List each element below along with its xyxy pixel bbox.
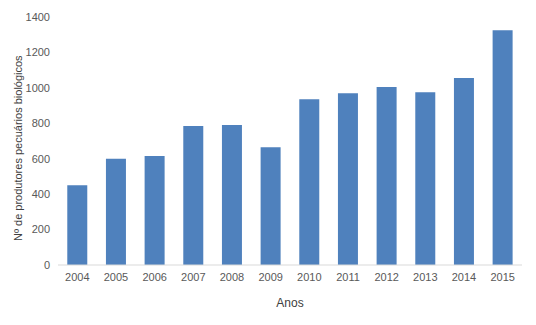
svg-text:1200: 1200 — [26, 46, 50, 58]
svg-text:Anos: Anos — [276, 296, 303, 310]
svg-text:2005: 2005 — [104, 271, 128, 283]
svg-text:2011: 2011 — [336, 271, 360, 283]
svg-text:2012: 2012 — [374, 271, 398, 283]
svg-text:2004: 2004 — [65, 271, 89, 283]
svg-text:2009: 2009 — [258, 271, 282, 283]
svg-text:1000: 1000 — [26, 82, 50, 94]
svg-text:2006: 2006 — [142, 271, 166, 283]
svg-text:200: 200 — [32, 223, 50, 235]
svg-text:800: 800 — [32, 117, 50, 129]
svg-text:2015: 2015 — [490, 271, 514, 283]
svg-text:1400: 1400 — [26, 11, 50, 23]
svg-text:2007: 2007 — [181, 271, 205, 283]
svg-text:2014: 2014 — [452, 271, 476, 283]
svg-text:2013: 2013 — [413, 271, 437, 283]
svg-text:2010: 2010 — [297, 271, 321, 283]
svg-text:2008: 2008 — [220, 271, 244, 283]
svg-text:Nº de produtores pecuários bio: Nº de produtores pecuários biológicos — [12, 55, 24, 241]
svg-text:400: 400 — [32, 188, 50, 200]
svg-text:0: 0 — [44, 259, 50, 271]
svg-text:600: 600 — [32, 153, 50, 165]
